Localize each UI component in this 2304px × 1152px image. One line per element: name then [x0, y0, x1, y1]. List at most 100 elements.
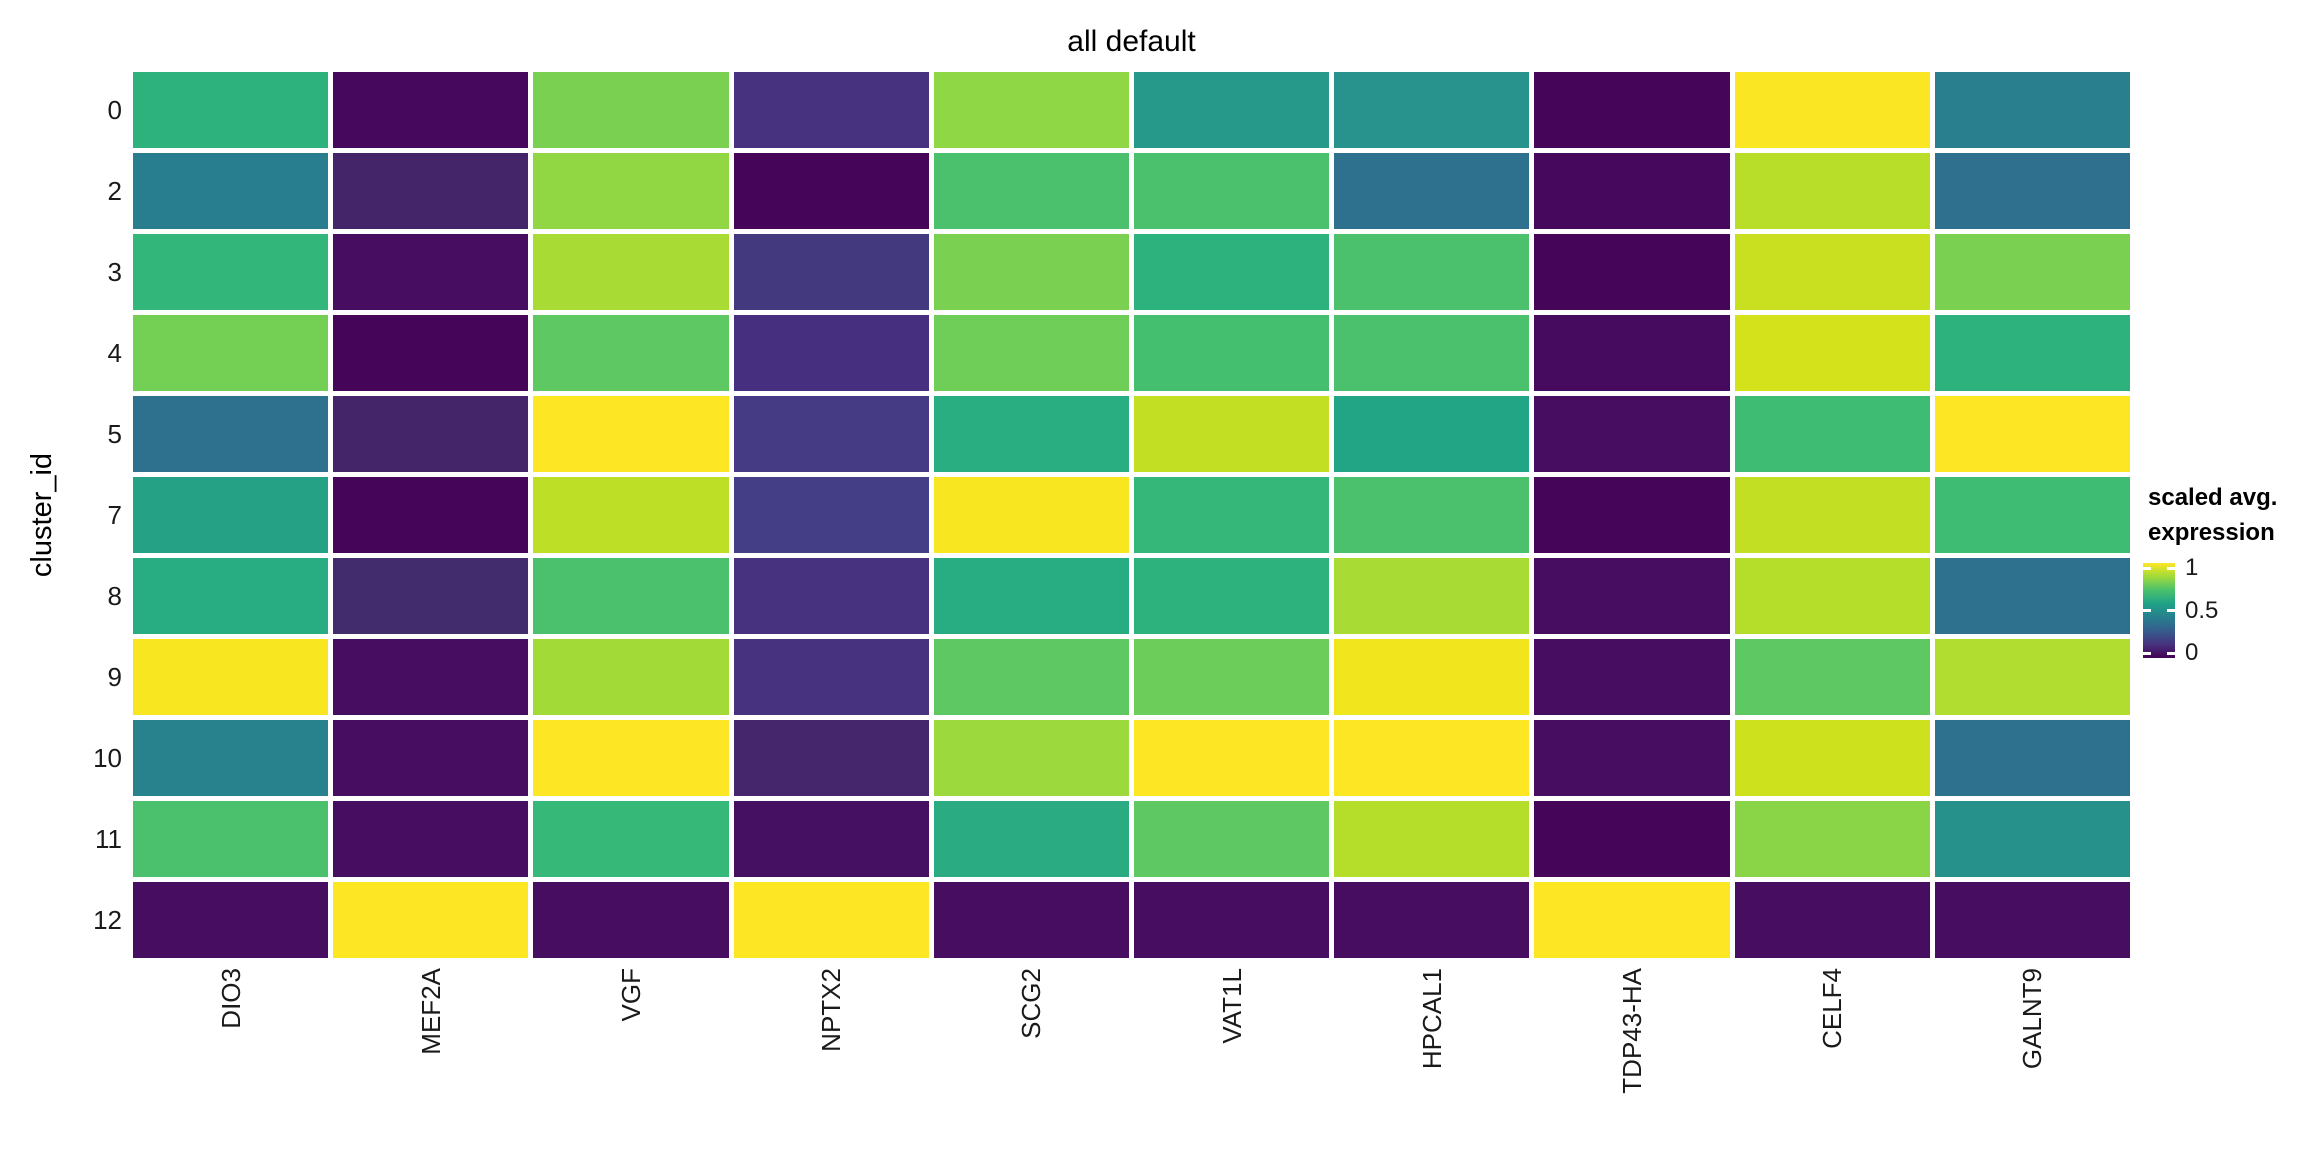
- heatmap-cell: [533, 558, 729, 634]
- heatmap-cell: [1334, 315, 1530, 391]
- heatmap-cell: [1934, 72, 2130, 148]
- y-tick-label: 3: [107, 257, 122, 287]
- heatmap-cell: [933, 315, 1129, 391]
- heatmap-cell: [1133, 396, 1330, 472]
- heatmap-cell: [933, 801, 1129, 877]
- heatmap-cell: [533, 801, 729, 877]
- heatmap-cell: [1534, 720, 1730, 796]
- heatmap-cell: [1334, 720, 1530, 796]
- heatmap-cell: [1133, 72, 1330, 148]
- y-tick-label: 10: [93, 743, 122, 773]
- heatmap-cell: [1133, 882, 1330, 958]
- heatmap-cell: [733, 315, 929, 391]
- heatmap-cell: [1334, 639, 1530, 715]
- heatmap-cell: [933, 720, 1129, 796]
- heatmap-cell: [733, 558, 929, 634]
- heatmap-cell: [733, 477, 929, 553]
- legend-tick-mark: [2167, 609, 2175, 612]
- heatmap-cell: [1934, 234, 2130, 310]
- heatmap-cell: [133, 720, 329, 796]
- heatmap-cell: [933, 72, 1129, 148]
- heatmap-cell: [1133, 639, 1330, 715]
- heatmap-cell: [1334, 477, 1530, 553]
- heatmap-cell: [1734, 720, 1930, 796]
- heatmap-cell: [1934, 882, 2130, 958]
- heatmap-cell: [1734, 882, 1930, 958]
- y-tick-label: 7: [107, 500, 122, 530]
- x-tick-label: GALNT9: [2017, 968, 2047, 1070]
- heatmap-cell: [333, 153, 529, 229]
- heatmap-cell: [1734, 234, 1930, 310]
- heatmap-cell: [133, 801, 329, 877]
- heatmap-cell: [533, 153, 729, 229]
- legend-tick-label: 1: [2185, 554, 2199, 581]
- x-tick-label: MEF2A: [416, 968, 446, 1055]
- heatmap-cell: [933, 396, 1129, 472]
- heatmap-cell: [1534, 882, 1730, 958]
- heatmap-cell: [1133, 477, 1330, 553]
- heatmap-cell: [133, 153, 329, 229]
- heatmap-cell: [333, 234, 529, 310]
- heatmap-cell: [1734, 153, 1930, 229]
- heatmap-cell: [1534, 153, 1730, 229]
- x-tick-label: VGF: [616, 968, 646, 1022]
- x-tick-label: HPCAL1: [1417, 968, 1447, 1070]
- y-tick-label: 11: [95, 824, 122, 854]
- legend: scaled avg. expression 1 0.5 0: [2143, 480, 2304, 710]
- heatmap-cell: [1534, 315, 1730, 391]
- heatmap-cell: [1734, 477, 1930, 553]
- heatmap-cell: [1534, 477, 1730, 553]
- x-tick-label: DIO3: [216, 968, 246, 1029]
- heatmap-cell: [1934, 558, 2130, 634]
- heatmap-cell: [133, 72, 329, 148]
- legend-tick-mark: [2143, 609, 2151, 612]
- heatmap-cell: [133, 315, 329, 391]
- heatmap-cell: [1534, 639, 1730, 715]
- heatmap-cell: [733, 234, 929, 310]
- heatmap-cell: [533, 882, 729, 958]
- heatmap-cell: [733, 720, 929, 796]
- legend-tick-label: 0: [2185, 639, 2199, 666]
- heatmap-cell: [333, 639, 529, 715]
- y-tick-label: 12: [93, 905, 122, 935]
- heatmap-cell: [1934, 720, 2130, 796]
- legend-tick-mark: [2167, 651, 2175, 655]
- heatmap-cell: [333, 396, 529, 472]
- heatmap-cell: [1734, 315, 1930, 391]
- heatmap-cell: [733, 639, 929, 715]
- heatmap-cell: [933, 639, 1129, 715]
- legend-title-line1: scaled avg.: [2148, 484, 2278, 511]
- x-tick-label: NPTX2: [816, 968, 846, 1052]
- heatmap-cell: [733, 72, 929, 148]
- heatmap-cell: [733, 882, 929, 958]
- heatmap-cell: [133, 882, 329, 958]
- plot-title: all default: [1067, 25, 1196, 58]
- heatmap-cell: [1334, 234, 1530, 310]
- legend-tick-mark: [2167, 566, 2175, 570]
- heatmap-cell: [733, 153, 929, 229]
- heatmap-cell: [1734, 72, 1930, 148]
- heatmap-cell: [1133, 315, 1330, 391]
- x-tick-label: SCG2: [1016, 968, 1046, 1039]
- legend-title: scaled avg. expression: [2148, 480, 2304, 550]
- heatmap-cell: [933, 153, 1129, 229]
- heatmap-cell: [1334, 396, 1530, 472]
- heatmap-cell: [333, 315, 529, 391]
- heatmap-cell: [533, 639, 729, 715]
- heatmap-cell: [1133, 234, 1330, 310]
- heatmap-cell: [1534, 396, 1730, 472]
- heatmap-cell: [1133, 153, 1330, 229]
- heatmap-cell: [533, 315, 729, 391]
- y-tick-label: 2: [107, 176, 122, 206]
- heatmap-cell: [133, 396, 329, 472]
- heatmap-grid: [133, 72, 2130, 958]
- heatmap-cell: [1133, 801, 1330, 877]
- heatmap-cell: [333, 558, 529, 634]
- heatmap-cell: [933, 558, 1129, 634]
- heatmap-cell: [1734, 801, 1930, 877]
- heatmap-cell: [1534, 801, 1730, 877]
- x-tick-label: VAT1L: [1217, 968, 1247, 1044]
- heatmap-cell: [933, 882, 1129, 958]
- heatmap-cell: [1934, 639, 2130, 715]
- heatmap-cell: [1734, 639, 1930, 715]
